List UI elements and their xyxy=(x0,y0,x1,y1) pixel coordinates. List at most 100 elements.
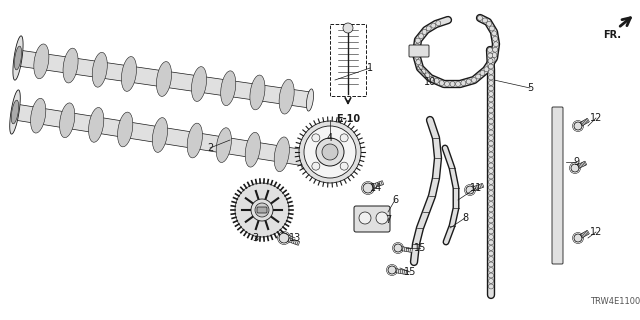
Circle shape xyxy=(466,186,474,194)
Circle shape xyxy=(488,69,493,75)
Polygon shape xyxy=(13,36,23,80)
Circle shape xyxy=(488,268,493,272)
Circle shape xyxy=(415,44,420,49)
Circle shape xyxy=(488,185,493,190)
Circle shape xyxy=(571,164,579,172)
Circle shape xyxy=(299,121,361,183)
Circle shape xyxy=(388,266,396,274)
Text: 10: 10 xyxy=(424,77,436,87)
Circle shape xyxy=(492,31,497,36)
Polygon shape xyxy=(31,98,46,133)
Circle shape xyxy=(425,73,430,78)
Circle shape xyxy=(493,42,499,47)
Text: E-10: E-10 xyxy=(336,114,360,124)
Text: 6: 6 xyxy=(392,195,398,205)
Polygon shape xyxy=(122,57,136,92)
Text: 15: 15 xyxy=(414,243,426,253)
Text: 5: 5 xyxy=(527,83,533,93)
Text: 14: 14 xyxy=(370,183,382,193)
Polygon shape xyxy=(274,137,289,172)
Polygon shape xyxy=(397,246,414,253)
Circle shape xyxy=(488,245,493,251)
Circle shape xyxy=(488,97,493,102)
Circle shape xyxy=(488,75,493,80)
Circle shape xyxy=(421,69,426,74)
Text: 4: 4 xyxy=(327,133,333,143)
Circle shape xyxy=(488,207,493,212)
Polygon shape xyxy=(118,112,133,147)
Circle shape xyxy=(431,23,436,28)
Circle shape xyxy=(488,223,493,228)
Circle shape xyxy=(488,141,493,146)
Circle shape xyxy=(445,82,449,86)
FancyBboxPatch shape xyxy=(354,206,390,232)
Circle shape xyxy=(363,183,373,193)
Circle shape xyxy=(488,168,493,173)
Polygon shape xyxy=(188,123,202,158)
Circle shape xyxy=(487,62,492,67)
Circle shape xyxy=(488,47,493,52)
Circle shape xyxy=(488,284,493,289)
Circle shape xyxy=(476,74,481,79)
Circle shape xyxy=(492,52,497,58)
Polygon shape xyxy=(469,183,484,192)
Polygon shape xyxy=(250,75,265,110)
Text: 15: 15 xyxy=(404,267,416,277)
Circle shape xyxy=(488,59,493,63)
Circle shape xyxy=(414,49,419,54)
Circle shape xyxy=(488,240,493,245)
Circle shape xyxy=(488,157,493,163)
Circle shape xyxy=(450,82,455,86)
Circle shape xyxy=(488,235,493,239)
Circle shape xyxy=(439,81,444,85)
Circle shape xyxy=(436,21,441,26)
Polygon shape xyxy=(156,61,172,96)
Polygon shape xyxy=(13,104,307,166)
Circle shape xyxy=(574,234,582,242)
Circle shape xyxy=(488,119,493,124)
Circle shape xyxy=(429,76,434,81)
Circle shape xyxy=(316,138,344,166)
Circle shape xyxy=(488,273,493,278)
Circle shape xyxy=(488,92,493,96)
Polygon shape xyxy=(34,44,49,79)
Text: 12: 12 xyxy=(590,227,602,237)
Text: FR.: FR. xyxy=(603,30,621,40)
Circle shape xyxy=(340,134,348,142)
Circle shape xyxy=(488,135,493,140)
Circle shape xyxy=(484,67,489,72)
Circle shape xyxy=(488,130,493,135)
FancyBboxPatch shape xyxy=(552,107,563,264)
Circle shape xyxy=(488,180,493,184)
Circle shape xyxy=(488,147,493,151)
Polygon shape xyxy=(10,90,20,134)
Circle shape xyxy=(488,102,493,108)
Text: 13: 13 xyxy=(289,233,301,243)
Text: 12: 12 xyxy=(590,113,602,123)
Circle shape xyxy=(394,244,402,252)
Polygon shape xyxy=(88,108,104,142)
Circle shape xyxy=(488,251,493,256)
Polygon shape xyxy=(60,103,75,138)
Circle shape xyxy=(488,212,493,218)
Circle shape xyxy=(574,122,582,130)
Polygon shape xyxy=(12,100,19,124)
Circle shape xyxy=(488,80,493,85)
Polygon shape xyxy=(279,79,294,114)
Circle shape xyxy=(415,38,420,43)
Polygon shape xyxy=(367,181,384,190)
Polygon shape xyxy=(191,67,207,101)
Circle shape xyxy=(488,64,493,69)
Polygon shape xyxy=(245,132,260,167)
Polygon shape xyxy=(301,147,308,169)
Circle shape xyxy=(488,86,493,91)
Polygon shape xyxy=(17,50,311,108)
Circle shape xyxy=(488,124,493,130)
Circle shape xyxy=(472,77,476,83)
Circle shape xyxy=(312,134,320,142)
Text: 3: 3 xyxy=(252,233,258,243)
Circle shape xyxy=(417,65,422,70)
Polygon shape xyxy=(577,118,589,128)
Circle shape xyxy=(488,262,493,267)
Text: 11: 11 xyxy=(470,183,482,193)
